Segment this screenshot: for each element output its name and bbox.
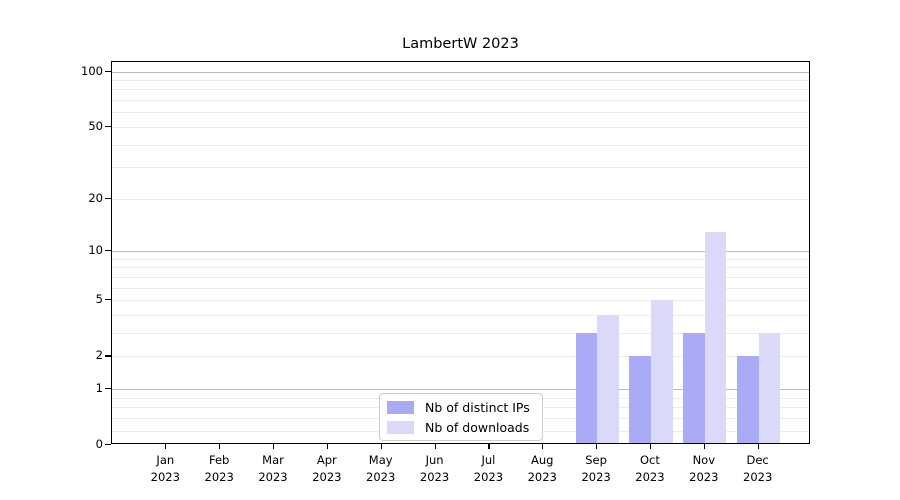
y-tick-label: 20 <box>88 190 103 205</box>
x-tick-mark <box>434 444 436 450</box>
legend-swatch-distinct-ips <box>387 400 414 414</box>
y-tick-label: 1 <box>95 381 103 396</box>
legend-label-distinct-ips: Nb of distinct IPs <box>425 399 530 415</box>
gridline-minor <box>112 89 809 91</box>
legend-label-downloads: Nb of downloads <box>425 419 530 435</box>
y-tick-mark <box>105 70 111 72</box>
bar-downloads <box>650 300 673 443</box>
x-tick-label: Oct 2023 <box>635 453 665 485</box>
y-tick-mark <box>105 299 111 301</box>
x-tick-mark <box>488 444 490 450</box>
x-tick-label: May 2023 <box>366 453 396 485</box>
bar-downloads <box>758 333 781 443</box>
x-tick-mark <box>703 444 705 450</box>
x-tick-mark <box>542 444 544 450</box>
legend-item-downloads: Nb of downloads <box>387 419 530 435</box>
gridline-minor <box>112 112 809 114</box>
x-tick-label: Mar 2023 <box>258 453 288 485</box>
x-tick-label: Jan 2023 <box>150 453 180 485</box>
bar-distinct-ips <box>575 333 598 443</box>
x-tick-label: Jul 2023 <box>473 453 504 485</box>
bar-distinct-ips <box>629 356 651 443</box>
y-tick-mark <box>105 355 111 357</box>
gridline-minor <box>112 80 809 82</box>
y-tick-mark <box>105 444 111 446</box>
gridline-minor <box>112 258 809 260</box>
x-tick-mark <box>219 444 221 450</box>
gridline-major <box>112 389 809 391</box>
gridline-minor <box>112 314 809 316</box>
gridline-minor <box>112 167 809 169</box>
x-tick-label: Feb 2023 <box>204 453 234 485</box>
x-tick-mark <box>273 444 275 450</box>
x-tick-label: Nov 2023 <box>689 453 719 485</box>
x-tick-mark <box>596 444 598 450</box>
x-tick-label: Jun 2023 <box>419 453 450 485</box>
x-tick-mark <box>165 444 167 450</box>
y-tick-label: 2 <box>95 348 103 363</box>
gridline-minor <box>112 333 809 335</box>
legend-item-distinct-ips: Nb of distinct IPs <box>387 399 530 415</box>
gridline-minor <box>112 100 809 102</box>
gridline-minor <box>112 356 809 358</box>
y-tick-label: 100 <box>81 63 103 78</box>
gridline-minor <box>112 267 809 269</box>
gridline-minor <box>112 126 809 128</box>
x-tick-label: Dec 2023 <box>743 453 773 485</box>
x-tick-label: Apr 2023 <box>312 453 342 485</box>
bar-downloads <box>597 314 619 443</box>
y-tick-label: 0 <box>95 437 103 452</box>
bar-layer <box>112 62 809 443</box>
y-tick-mark <box>105 388 111 390</box>
y-tick-mark <box>105 197 111 199</box>
bar-downloads <box>704 231 727 443</box>
y-tick-label: 10 <box>88 243 103 258</box>
bar-distinct-ips <box>737 356 759 443</box>
y-tick-label: 5 <box>95 292 103 307</box>
x-tick-mark <box>649 444 652 450</box>
x-tick-label: Sep 2023 <box>581 453 611 485</box>
plot-area <box>111 61 810 444</box>
bar-distinct-ips <box>683 333 705 443</box>
gridline-major <box>112 71 809 73</box>
gridline-minor <box>112 198 809 200</box>
y-tick-mark <box>105 125 111 128</box>
legend: Nb of distinct IPs Nb of downloads <box>379 393 543 441</box>
x-tick-mark <box>380 444 382 450</box>
chart-title: LambertW 2023 <box>402 36 519 52</box>
gridline-minor <box>112 276 809 278</box>
y-tick-mark <box>105 250 111 252</box>
x-tick-mark <box>757 444 759 450</box>
gridline-minor <box>112 287 809 289</box>
x-tick-mark <box>326 444 329 450</box>
gridline-minor <box>112 300 809 302</box>
gridline-major <box>112 251 809 253</box>
y-tick-label: 50 <box>88 118 103 133</box>
gridline-minor <box>112 144 809 146</box>
x-tick-label: Aug 2023 <box>527 453 557 485</box>
legend-swatch-downloads <box>387 420 414 434</box>
